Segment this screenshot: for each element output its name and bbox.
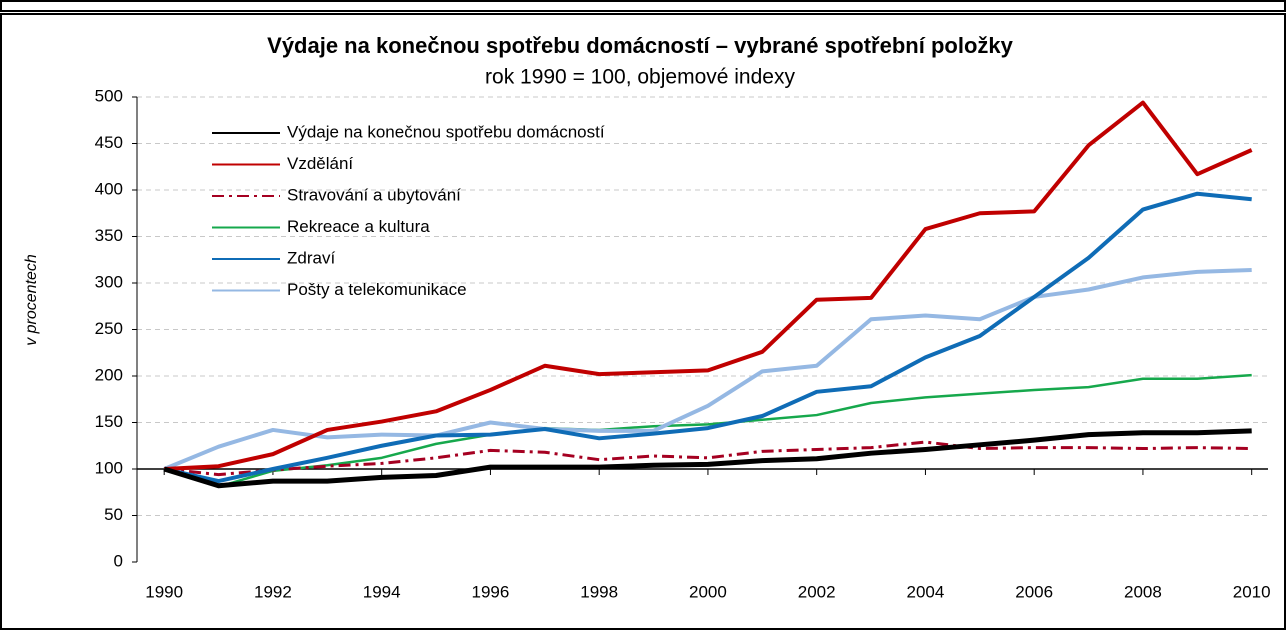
- x-tick-label: 1990: [145, 582, 183, 601]
- y-tick-label: 0: [114, 551, 123, 570]
- y-axis-label: v procentech: [23, 254, 40, 346]
- y-tick-label: 350: [95, 226, 123, 245]
- y-tick-label: 150: [95, 412, 123, 431]
- frame: [0, 13, 1286, 630]
- chart-subtitle: rok 1990 = 100, objemové indexy: [485, 66, 795, 89]
- legend-label: Rekreace a kultura: [287, 217, 430, 236]
- series-line: [163, 428, 1252, 489]
- y-tick-label: 250: [95, 319, 123, 338]
- x-tick-label: 1992: [254, 582, 292, 601]
- top-frame: [0, 0, 1286, 12]
- x-tick-label: 2010: [1233, 582, 1271, 601]
- x-tick-label: 1994: [363, 582, 401, 601]
- legend-label: Stravování a ubytování: [287, 185, 461, 204]
- legend-label: Výdaje na konečnou spotřebu domácností: [287, 122, 605, 141]
- series-line: [163, 191, 1252, 484]
- y-tick-label: 400: [95, 179, 123, 198]
- x-tick-label: 1998: [580, 582, 618, 601]
- x-tick-label: 2008: [1124, 582, 1162, 601]
- x-tick-label: 2004: [907, 582, 945, 601]
- series-line: [163, 373, 1252, 488]
- y-tick-label: 100: [95, 458, 123, 477]
- series-line: [164, 100, 1253, 471]
- series-line: [164, 440, 1252, 477]
- x-tick-label: 2000: [689, 582, 727, 601]
- y-tick-label: 300: [95, 272, 123, 291]
- legend-label: Zdraví: [287, 248, 335, 267]
- legend-label: Pošty a telekomunikace: [287, 280, 467, 299]
- y-tick-label: 50: [104, 505, 123, 524]
- x-tick-label: 2006: [1015, 582, 1053, 601]
- series-line: [163, 267, 1252, 471]
- x-tick-label: 1996: [472, 582, 510, 601]
- chart-title: Výdaje na konečnou spotřebu domácností –…: [267, 33, 1013, 58]
- y-tick-label: 200: [95, 365, 123, 384]
- y-tick-label: 500: [95, 86, 123, 105]
- y-tick-label: 450: [95, 133, 123, 152]
- x-tick-label: 2002: [798, 582, 836, 601]
- legend-label: Vzdělání: [287, 154, 353, 173]
